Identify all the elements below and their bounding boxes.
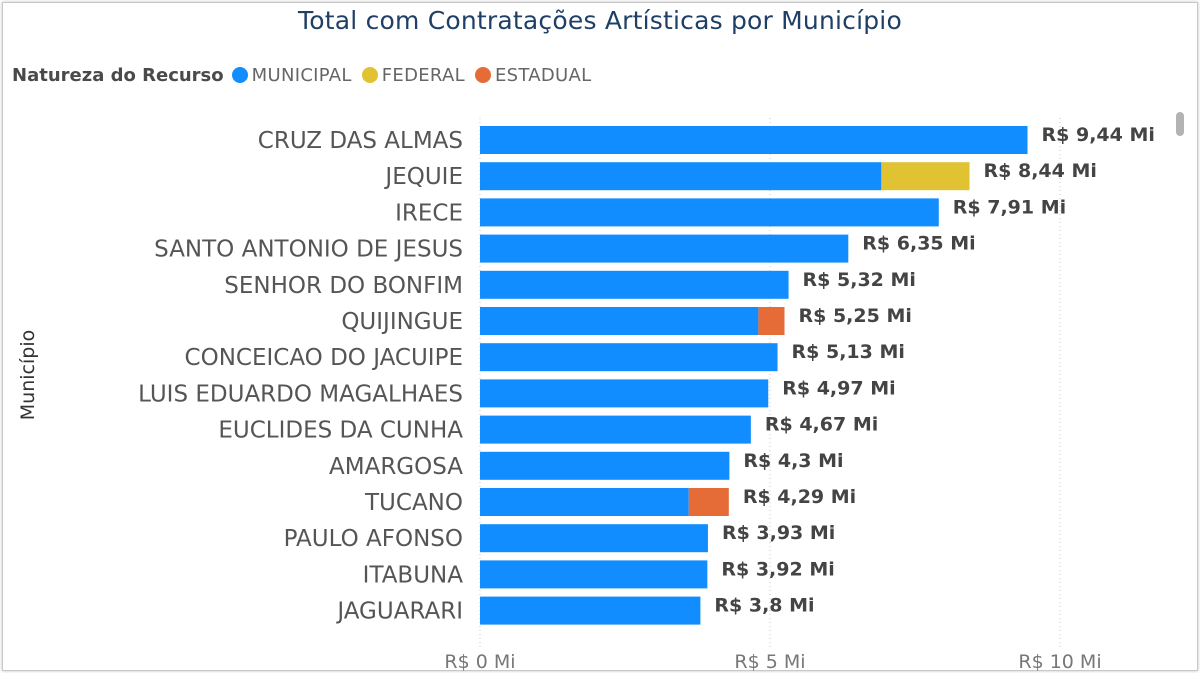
bar-municipal — [480, 270, 789, 299]
bar-municipal — [480, 126, 1028, 154]
data-label: R$ 6,35 Mi — [862, 233, 975, 255]
bar-municipal — [480, 198, 939, 227]
x-tick-label: R$ 0 Mi — [444, 651, 515, 673]
x-tick-label: R$ 10 Mi — [1018, 651, 1101, 673]
category-label: EUCLIDES DA CUNHA — [218, 418, 463, 444]
bar-municipal — [480, 415, 751, 444]
data-label: R$ 3,93 Mi — [722, 522, 835, 544]
bar-municipal — [480, 596, 701, 625]
bar-municipal — [480, 451, 730, 480]
data-label: R$ 5,13 Mi — [792, 341, 905, 363]
data-label: R$ 4,97 Mi — [782, 377, 895, 399]
legend-label-municipal: MUNICIPAL — [251, 64, 352, 86]
bar-federal — [881, 162, 970, 191]
category-label: PAULO AFONSO — [284, 526, 463, 552]
bar-municipal — [480, 343, 778, 372]
bar-municipal — [480, 560, 708, 589]
data-label: R$ 9,44 Mi — [1042, 124, 1155, 146]
category-label: JEQUIE — [383, 164, 463, 190]
bar-municipal — [480, 162, 882, 191]
category-label: QUIJINGUE — [341, 309, 463, 335]
category-label: CONCEICAO DO JACUIPE — [185, 345, 463, 371]
category-label: CRUZ DAS ALMAS — [258, 128, 463, 154]
bar-estadual — [758, 307, 785, 335]
legend-title: Natureza do Recurso — [12, 64, 224, 86]
category-label: SENHOR DO BONFIM — [224, 273, 463, 299]
bar-municipal — [480, 307, 759, 335]
data-label: R$ 3,92 Mi — [721, 558, 834, 580]
legend-item-federal[interactable]: FEDERAL — [361, 64, 465, 86]
category-label: ITABUNA — [363, 562, 464, 588]
bar-municipal — [480, 234, 849, 263]
legend-dot-estadual — [474, 67, 491, 83]
category-label: TUCANO — [364, 490, 463, 516]
vertical-scrollbar[interactable] — [1175, 110, 1185, 638]
legend-dot-municipal — [231, 67, 248, 83]
scrollbar-thumb[interactable] — [1176, 112, 1184, 136]
x-tick-label: R$ 5 Mi — [734, 651, 805, 673]
data-label: R$ 7,91 Mi — [953, 196, 1066, 218]
legend-label-federal: FEDERAL — [381, 64, 465, 86]
legend-item-municipal[interactable]: MUNICIPAL — [231, 64, 352, 86]
category-label: IRECE — [395, 200, 463, 226]
legend-label-estadual: ESTADUAL — [494, 64, 592, 86]
scrollbar-track[interactable] — [1175, 110, 1185, 638]
data-label: R$ 5,25 Mi — [799, 305, 912, 327]
data-label: R$ 8,44 Mi — [984, 160, 1097, 182]
legend-dot-federal — [361, 67, 378, 83]
category-label: SANTO ANTONIO DE JESUS — [154, 237, 463, 263]
data-label: R$ 4,67 Mi — [765, 414, 878, 436]
category-label: LUIS EDUARDO MAGALHAES — [138, 381, 463, 407]
bar-municipal — [480, 379, 769, 408]
legend: Natureza do Recurso MUNICIPAL FEDERAL ES… — [12, 62, 601, 88]
category-label: JAGUARARI — [335, 599, 463, 625]
bar-municipal — [480, 488, 689, 516]
category-label: AMARGOSA — [329, 454, 463, 480]
data-label: R$ 4,29 Mi — [743, 486, 856, 508]
bar-estadual — [688, 488, 729, 516]
data-label: R$ 3,8 Mi — [714, 595, 814, 617]
data-label: R$ 5,32 Mi — [803, 269, 916, 291]
legend-item-estadual[interactable]: ESTADUAL — [474, 64, 592, 86]
bar-municipal — [480, 524, 708, 553]
chart-title: Total com Contratações Artísticas por Mu… — [298, 6, 902, 35]
data-label: R$ 4,3 Mi — [743, 450, 843, 472]
